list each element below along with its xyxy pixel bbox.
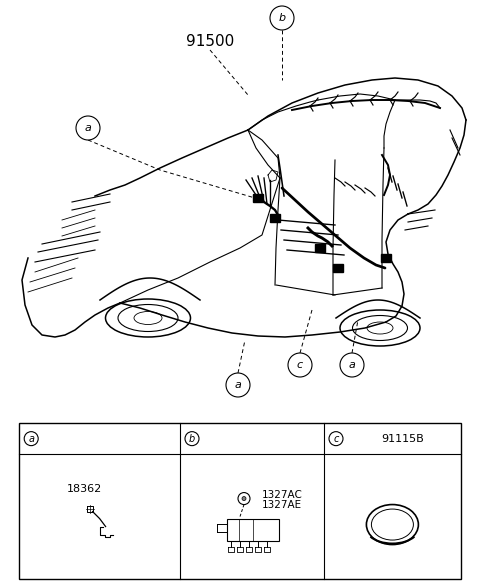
Circle shape — [340, 353, 364, 377]
Text: a: a — [28, 433, 34, 444]
Text: 18362: 18362 — [67, 483, 102, 493]
Circle shape — [24, 432, 38, 446]
Bar — [333, 264, 343, 272]
Text: c: c — [297, 360, 303, 370]
Text: a: a — [84, 123, 91, 133]
Text: 91115B: 91115B — [381, 433, 424, 444]
Bar — [315, 244, 325, 252]
Bar — [253, 194, 263, 202]
Circle shape — [270, 6, 294, 30]
Bar — [19, 423, 461, 579]
Text: 1327AE: 1327AE — [262, 500, 302, 510]
Circle shape — [242, 496, 246, 500]
Circle shape — [185, 432, 199, 446]
Text: b: b — [278, 13, 286, 23]
Text: 91500: 91500 — [186, 35, 234, 49]
Text: b: b — [189, 433, 195, 444]
Text: c: c — [333, 433, 339, 444]
Bar — [381, 254, 391, 262]
Text: 1327AC: 1327AC — [262, 490, 303, 500]
Circle shape — [226, 373, 250, 397]
Circle shape — [288, 353, 312, 377]
Text: a: a — [348, 360, 355, 370]
Circle shape — [329, 432, 343, 446]
Bar — [227, 519, 279, 540]
Circle shape — [76, 116, 100, 140]
Bar — [270, 214, 280, 222]
Text: a: a — [235, 380, 241, 390]
